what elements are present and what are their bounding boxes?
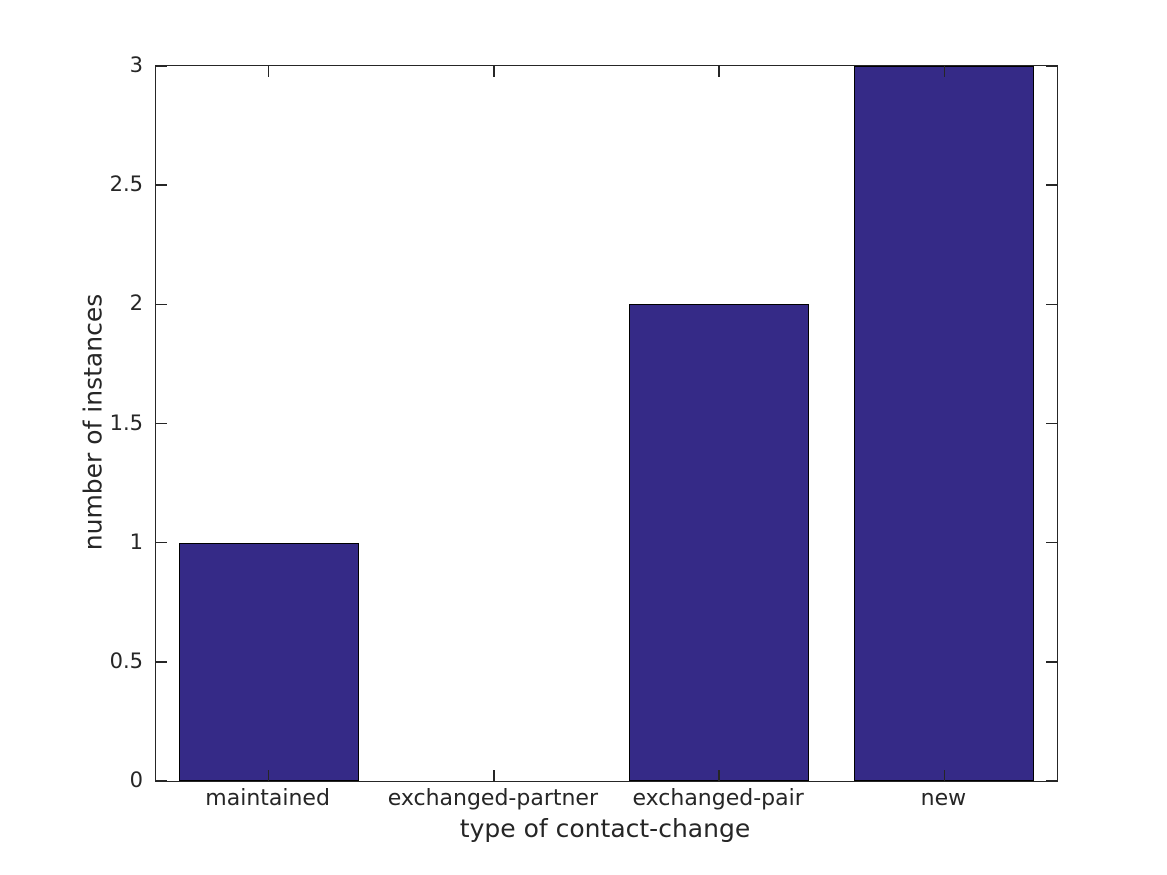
y-tick-right [1046, 422, 1057, 425]
y-tick-left [156, 780, 167, 782]
x-tick-top [493, 66, 495, 77]
x-tick-bottom [267, 770, 270, 781]
x-tick-bottom [493, 770, 495, 781]
x-tick-label-exchanged-pair: exchanged-pair [632, 786, 804, 811]
y-tick-right [1046, 303, 1057, 306]
y-tick-left [156, 661, 167, 663]
x-tick-labels: maintained exchanged-partner exchanged-pai… [155, 786, 1056, 816]
x-tick-label-maintained: maintained [205, 786, 330, 811]
y-axis-label: number of instances [78, 293, 108, 551]
y-tick-right [1046, 541, 1057, 544]
y-tick-left [156, 303, 167, 306]
y-tick-label: 0.5 [109, 648, 143, 673]
y-tick-label: 2 [129, 291, 143, 316]
y-tick-labels: 0 0.5 1 1.5 2 2.5 3 [0, 53, 143, 792]
ticks-layer [156, 65, 1057, 782]
x-tick-label-new: new [920, 786, 967, 811]
y-tick-label: 1.5 [109, 410, 143, 435]
plot-area [155, 65, 1058, 782]
y-tick-left [156, 184, 167, 186]
x-axis-label: type of contact-change [459, 814, 751, 843]
y-tick-right [1046, 65, 1057, 67]
y-tick-left [156, 541, 167, 544]
x-tick-bottom [718, 770, 720, 781]
x-tick-top [267, 66, 270, 77]
y-tick-label: 0 [129, 768, 143, 792]
bar-maintained [178, 542, 359, 781]
y-tick-right [1046, 661, 1057, 663]
x-tick-bottom [943, 770, 946, 781]
y-tick-label: 2.5 [109, 172, 143, 197]
y-tick-right [1046, 780, 1057, 782]
y-tick-right [1046, 184, 1057, 186]
x-tick-top [718, 66, 720, 77]
y-tick-label: 3 [129, 53, 143, 77]
x-tick-top [943, 66, 946, 77]
bar-exchanged-pair [629, 304, 810, 781]
y-tick-left [156, 65, 167, 67]
y-tick-left [156, 422, 167, 425]
x-tick-label-exchanged-partner: exchanged-partner [387, 786, 599, 811]
y-tick-label: 1 [129, 529, 143, 554]
